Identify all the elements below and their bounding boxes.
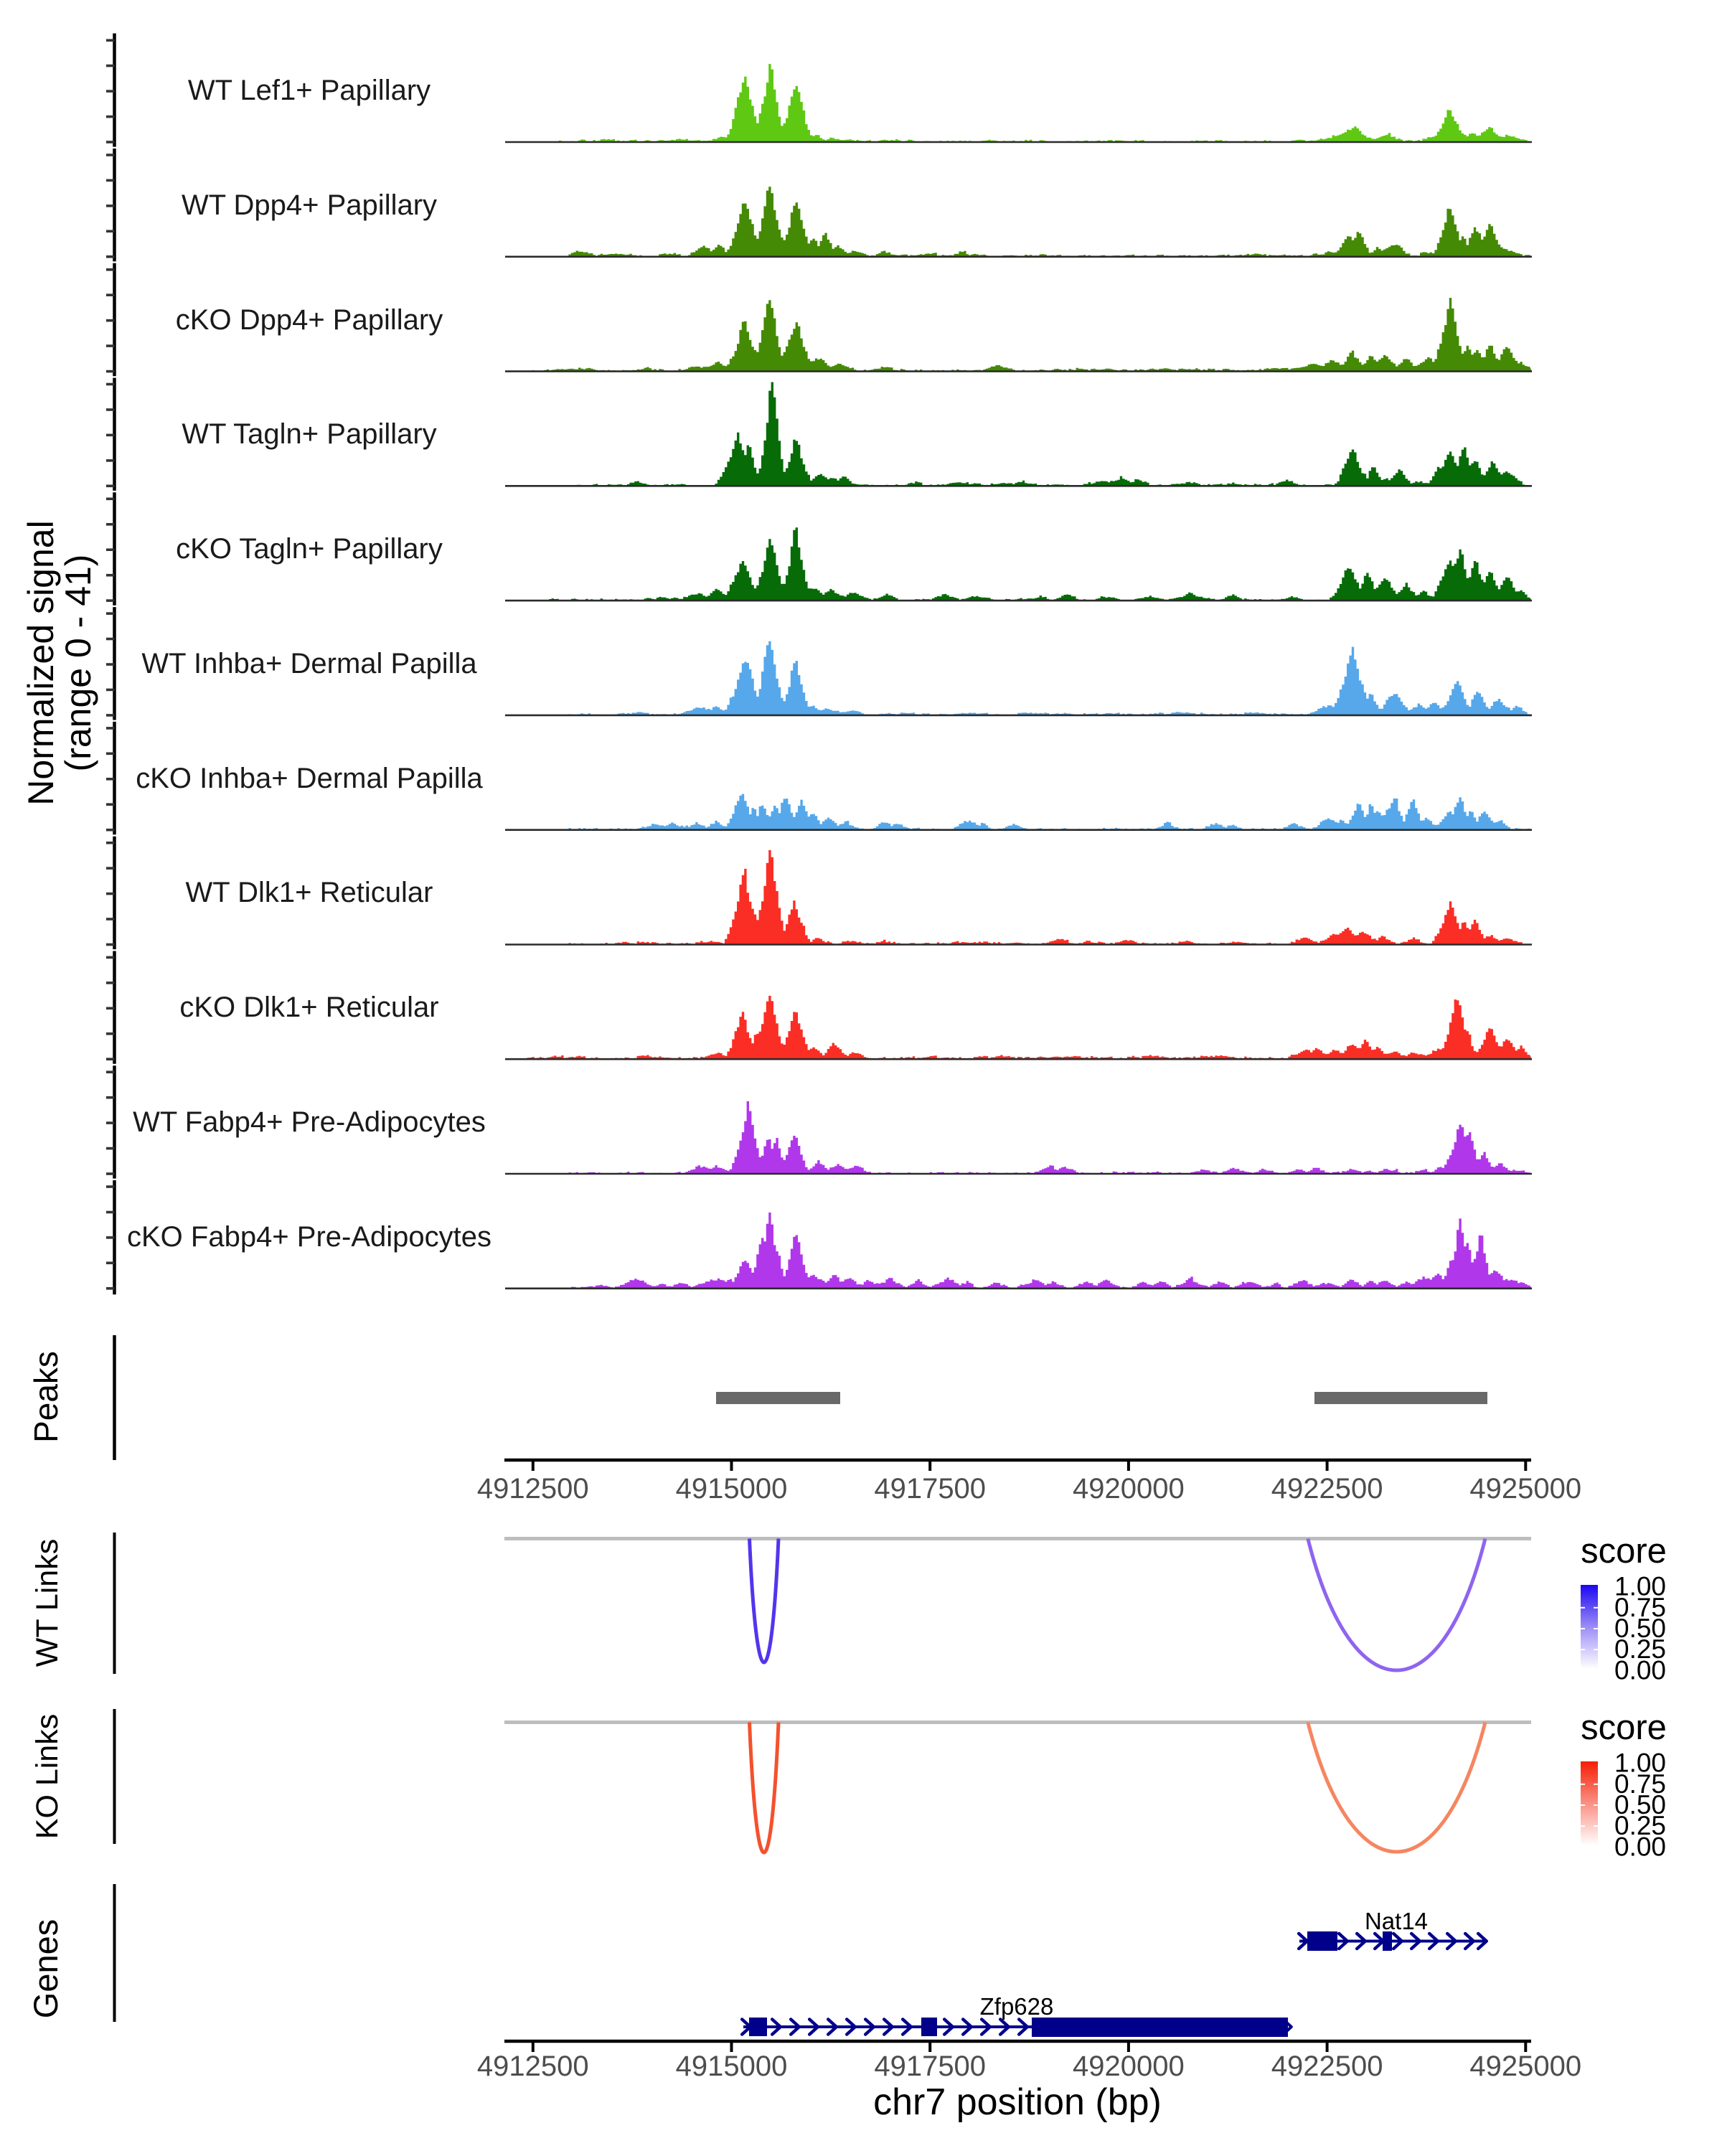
svg-text:4922500: 4922500 [1271, 2051, 1383, 2082]
svg-text:Normalized signal(range 0 - 41: Normalized signal(range 0 - 41) [21, 520, 98, 805]
svg-text:WT Inhba+ Dermal Papilla: WT Inhba+ Dermal Papilla [141, 648, 477, 679]
svg-text:0.75: 0.75 [1614, 1769, 1666, 1799]
svg-text:cKO Dpp4+ Papillary: cKO Dpp4+ Papillary [176, 304, 443, 336]
svg-text:4925000: 4925000 [1469, 2051, 1581, 2082]
svg-text:0.25: 0.25 [1614, 1634, 1666, 1664]
svg-text:4915000: 4915000 [676, 2051, 788, 2082]
svg-text:WT Dlk1+ Reticular: WT Dlk1+ Reticular [186, 877, 433, 908]
svg-text:0.50: 0.50 [1614, 1614, 1666, 1643]
svg-text:1.00: 1.00 [1614, 1572, 1666, 1601]
svg-text:Peaks: Peaks [27, 1351, 65, 1443]
svg-text:0.00: 0.00 [1614, 1832, 1666, 1862]
svg-text:4915000: 4915000 [676, 1473, 788, 1505]
svg-text:WT Links: WT Links [30, 1539, 65, 1667]
svg-text:cKO Dlk1+ Reticular: cKO Dlk1+ Reticular [179, 992, 438, 1023]
svg-text:WT Tagln+ Papillary: WT Tagln+ Papillary [182, 418, 436, 450]
svg-text:Nat14: Nat14 [1365, 1908, 1428, 1934]
svg-text:chr7 position (bp): chr7 position (bp) [873, 2081, 1162, 2123]
svg-text:4920000: 4920000 [1073, 2051, 1185, 2082]
svg-text:4920000: 4920000 [1073, 1473, 1185, 1505]
svg-text:4922500: 4922500 [1271, 1473, 1383, 1505]
svg-text:0.00: 0.00 [1614, 1656, 1666, 1685]
svg-text:4925000: 4925000 [1469, 1473, 1581, 1505]
svg-text:1.00: 1.00 [1614, 1748, 1666, 1778]
svg-text:Zfp628: Zfp628 [980, 1993, 1054, 2020]
svg-text:score: score [1581, 1708, 1667, 1747]
svg-text:WT Dpp4+ Papillary: WT Dpp4+ Papillary [182, 189, 437, 221]
svg-text:WT Lef1+ Papillary: WT Lef1+ Papillary [188, 75, 430, 106]
svg-text:KO Links: KO Links [30, 1714, 65, 1839]
svg-text:0.25: 0.25 [1614, 1811, 1666, 1840]
svg-text:4917500: 4917500 [874, 2051, 986, 2082]
svg-text:score: score [1581, 1532, 1667, 1571]
svg-text:cKO Tagln+ Papillary: cKO Tagln+ Papillary [176, 533, 443, 565]
svg-text:WT Fabp4+ Pre-Adipocytes: WT Fabp4+ Pre-Adipocytes [133, 1106, 486, 1138]
svg-text:cKO Inhba+ Dermal Papilla: cKO Inhba+ Dermal Papilla [136, 763, 483, 794]
svg-text:0.75: 0.75 [1614, 1593, 1666, 1622]
svg-text:4917500: 4917500 [874, 1473, 986, 1505]
svg-text:4912500: 4912500 [477, 2051, 589, 2082]
svg-text:cKO Fabp4+ Pre-Adipocytes: cKO Fabp4+ Pre-Adipocytes [127, 1221, 491, 1253]
svg-text:4912500: 4912500 [477, 1473, 589, 1505]
svg-text:Genes: Genes [27, 1919, 65, 2018]
svg-text:0.50: 0.50 [1614, 1790, 1666, 1820]
